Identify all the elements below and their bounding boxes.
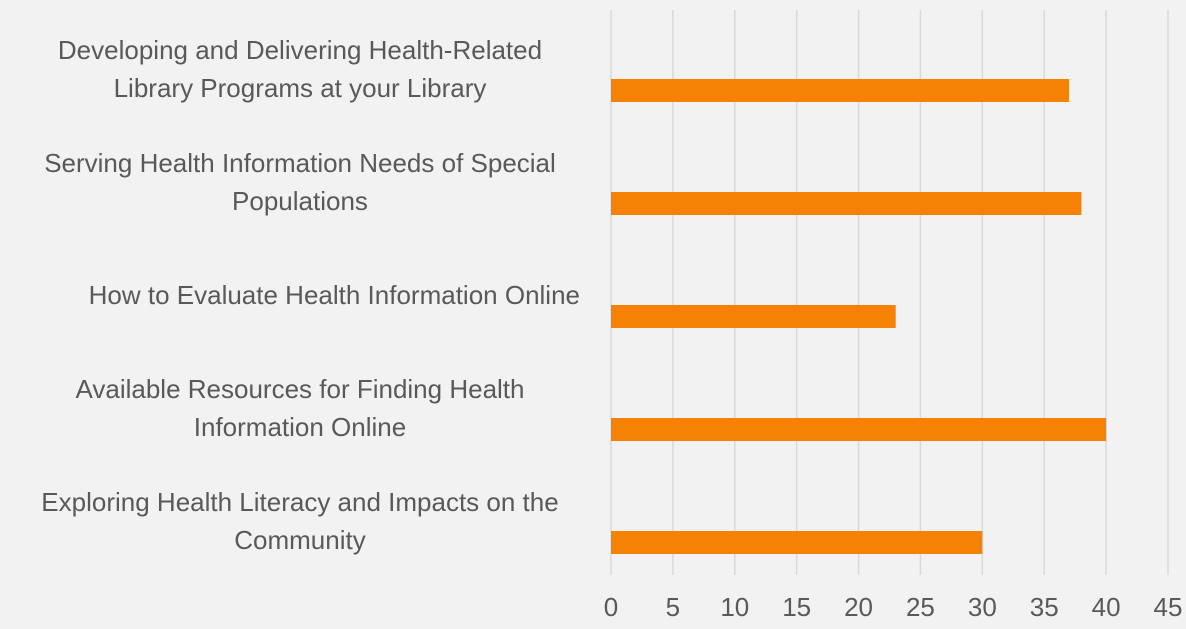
x-tick-label: 40 [1092,592,1121,622]
x-tick-label: 5 [666,592,680,622]
x-tick-label: 35 [1030,592,1059,622]
x-tick-label: 15 [782,592,811,622]
bar [611,531,983,554]
x-tick-label: 0 [604,592,618,622]
x-tick-label: 30 [968,592,997,622]
x-tick-label: 10 [720,592,749,622]
y-tick-label: Available Resources for Finding Health I… [75,373,525,442]
y-tick-label: How to Evaluate Health Information Onlin… [88,279,580,310]
y-tick-label: Exploring Health Literacy and Impacts on… [41,486,559,555]
bar [611,305,896,328]
x-tick-label: 45 [1154,592,1183,622]
x-tick-label: 25 [906,592,935,622]
x-tick-label: 20 [844,592,873,622]
y-tick-label: Developing and Delivering Health-Related… [57,34,543,103]
bar [611,418,1107,441]
y-tick-label: Serving Health Information Needs of Spec… [44,147,556,216]
bar [611,192,1082,215]
bar [611,79,1069,102]
